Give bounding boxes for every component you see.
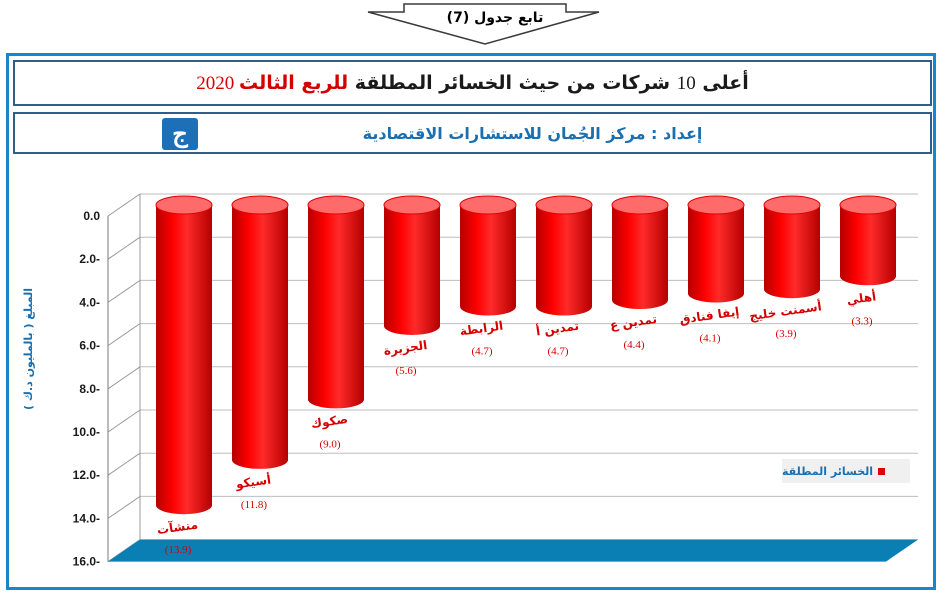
bar	[308, 205, 364, 409]
tab-arrow-shape	[367, 3, 600, 45]
y-tick-label: 6.0-	[79, 339, 100, 353]
category-label: تمدين ع	[609, 312, 658, 332]
bar	[764, 205, 821, 299]
gridline-depth	[107, 279, 141, 303]
bar	[612, 205, 668, 310]
category-label: أسمنت خليج	[748, 298, 822, 323]
subtitle: إعداد : مركز الجُمان للاستشارات الاقتصاد…	[362, 123, 703, 143]
y-tick-label: 12.0-	[73, 468, 100, 482]
title-part1: أعلى	[695, 71, 749, 94]
bar-top	[535, 195, 593, 215]
legend: الخسائر المطلقة	[782, 459, 910, 483]
bar-top	[611, 195, 669, 215]
bar	[688, 205, 744, 303]
y-tick-label: 0.0	[83, 209, 100, 223]
legend-swatch	[878, 467, 886, 475]
bar-top	[231, 195, 289, 215]
bar	[384, 205, 441, 335]
data-label: (11.8)	[241, 499, 268, 511]
gridline-depth	[107, 409, 141, 433]
bar	[840, 205, 896, 286]
bar-top	[839, 195, 897, 215]
bar	[156, 205, 212, 515]
gridline-depth	[107, 452, 141, 476]
category-label: أهلي	[846, 288, 877, 307]
bar-top	[459, 195, 517, 215]
bar-chart: 0.0 2.0- 4.0- 6.0- 8.0- 10.0- 12.0- 14.0- 16.0- م…	[73, 193, 918, 569]
legend-label: الخسائر المطلقة	[782, 464, 874, 478]
y-tick-label: 8.0-	[79, 382, 100, 396]
bar-top	[307, 195, 365, 215]
title-quarter: للربع الثالث	[238, 71, 349, 94]
y-tick-label: 10.0-	[73, 425, 100, 439]
bar-top	[687, 195, 745, 215]
data-label: (4.4)	[623, 339, 644, 351]
data-label: (3.9)	[775, 328, 796, 340]
y-axis-label: المبلغ ( بالمليون د.ك )	[22, 287, 35, 410]
chart-floor	[108, 539, 918, 562]
y-tick-label: 2.0-	[79, 252, 100, 266]
title-box: أعلى 10 شركات من حيث الخسائر المطلقة للر…	[13, 60, 932, 106]
bar	[232, 205, 288, 469]
tab-label: تابع جدول (7)	[446, 10, 544, 26]
gridline-depth	[107, 236, 141, 260]
table-tab: تابع جدول (7)	[0, 0, 945, 48]
bar	[536, 205, 592, 316]
title-part2: شركات من حيث الخسائر المطلقة	[348, 71, 677, 94]
bar-top	[155, 195, 213, 215]
bar	[460, 205, 516, 316]
bar-top	[763, 195, 821, 215]
page-title: أعلى 10 شركات من حيث الخسائر المطلقة للر…	[196, 72, 749, 95]
data-label: (9.0)	[319, 438, 340, 450]
chart-area: 0.0 2.0- 4.0- 6.0- 8.0- 10.0- 12.0- 14.0- 16.0- م…	[13, 160, 932, 585]
title-year: 2020	[196, 72, 239, 94]
category-label: تمدين أ	[535, 318, 580, 339]
data-label: (4.1)	[699, 333, 720, 345]
data-label: (13.9)	[165, 544, 192, 556]
gridline-depth	[107, 366, 141, 390]
gridline-depth	[107, 323, 141, 347]
bar-top	[383, 195, 441, 215]
category-label: منشآت	[156, 516, 199, 537]
y-tick-label: 4.0-	[79, 295, 100, 309]
jumman-logo-icon: ج	[162, 118, 198, 150]
data-label: (5.6)	[395, 365, 416, 377]
category-label: أسيكو	[234, 472, 272, 493]
y-tick-label: 16.0-	[73, 555, 100, 569]
subtitle-box: إعداد : مركز الجُمان للاستشارات الاقتصاد…	[13, 112, 932, 154]
data-label: (4.7)	[471, 346, 492, 358]
gridline-depth	[107, 495, 141, 519]
title-number: 10	[676, 72, 696, 94]
category-label: الرابطة	[459, 319, 504, 339]
category-label: الجزيرة	[383, 338, 428, 358]
category-label: صكوك	[310, 412, 349, 432]
gridline-depth	[107, 193, 141, 217]
data-label: (4.7)	[547, 346, 568, 358]
data-label: (3.3)	[851, 315, 872, 327]
y-tick-label: 14.0-	[73, 511, 100, 525]
